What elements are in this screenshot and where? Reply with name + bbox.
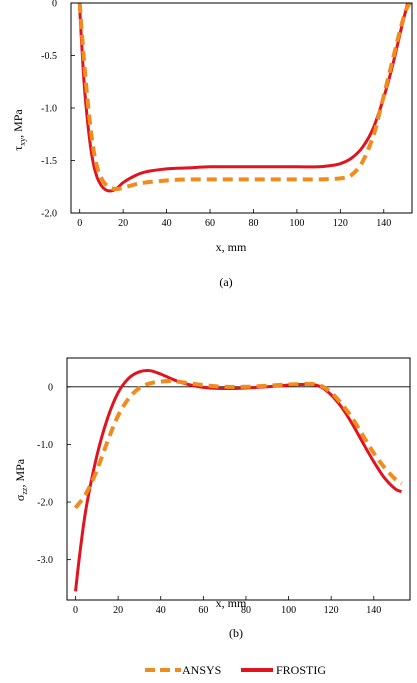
panel-b-xtick-label: 60 xyxy=(198,605,208,616)
panel-a-ytick-label: -2.0 xyxy=(41,209,57,220)
panel-a-xtick-label: 140 xyxy=(376,218,391,229)
panel-b-series-ansys xyxy=(73,379,403,510)
panel-a-xtick-label: 0 xyxy=(77,218,82,229)
panel-a-xtick-label: 60 xyxy=(205,218,215,229)
panel-b-xtick-label: 120 xyxy=(324,605,339,616)
panel-b-xlabel: x, mm xyxy=(216,596,247,610)
panel-a-xtick-label: 80 xyxy=(248,218,258,229)
panel-a-xtick-label: 100 xyxy=(289,218,304,229)
panel-a-ytick-label: -1.0 xyxy=(41,104,57,115)
panel-a-series-ansys xyxy=(77,1,412,191)
panel-b-ytick-label: 0 xyxy=(48,382,53,393)
panel-b-chart: 0 20 40 60 80 100 120 140 0 -1.0 -2.0 -3.0 x, mm σz… xyxy=(13,357,411,640)
panel-b-xtick-label: 20 xyxy=(113,605,123,616)
panel-a-xtick-label: 120 xyxy=(333,218,348,229)
panel-b-xtick-label: 40 xyxy=(156,605,166,616)
panel-b-ylabel: σzz, MPa xyxy=(13,458,29,501)
panel-b-xtick-label: 100 xyxy=(281,605,296,616)
panel-b-frame xyxy=(66,357,411,601)
panel-a-ytick-label: -1.5 xyxy=(41,156,57,167)
panel-a-xtick-label: 40 xyxy=(162,218,172,229)
panel-a-series-frostig xyxy=(78,2,410,193)
panel-a-xtick-label: 20 xyxy=(118,218,128,229)
panel-a-ytick-label: 0 xyxy=(52,0,57,10)
panel-b-ytick-label: -3.0 xyxy=(37,555,53,566)
legend: ANSYS FROSTIG xyxy=(145,663,326,677)
panel-a-ytick-label: -0.5 xyxy=(41,51,57,62)
panel-a-chart: 0 20 40 60 80 100 120 140 0 -0.5 -1.0 -1.5 -2.0 x, m… xyxy=(11,0,413,289)
panel-b-xtick-label: 80 xyxy=(241,605,251,616)
panel-a-xlabel: x, mm xyxy=(216,240,247,254)
panel-b-xtick-label: 140 xyxy=(366,605,381,616)
panel-a-caption: (a) xyxy=(219,275,232,289)
legend-frostig-label: FROSTIG xyxy=(276,663,326,677)
panel-a-ylabel: τxy, MPa xyxy=(11,109,27,151)
panel-b-ytick-label: -2.0 xyxy=(37,498,53,509)
panel-b-ytick-label: -1.0 xyxy=(37,440,53,451)
legend-ansys-label: ANSYS xyxy=(182,663,221,677)
panel-b-caption: (b) xyxy=(229,626,243,640)
panel-b-xtick-label: 0 xyxy=(73,605,78,616)
